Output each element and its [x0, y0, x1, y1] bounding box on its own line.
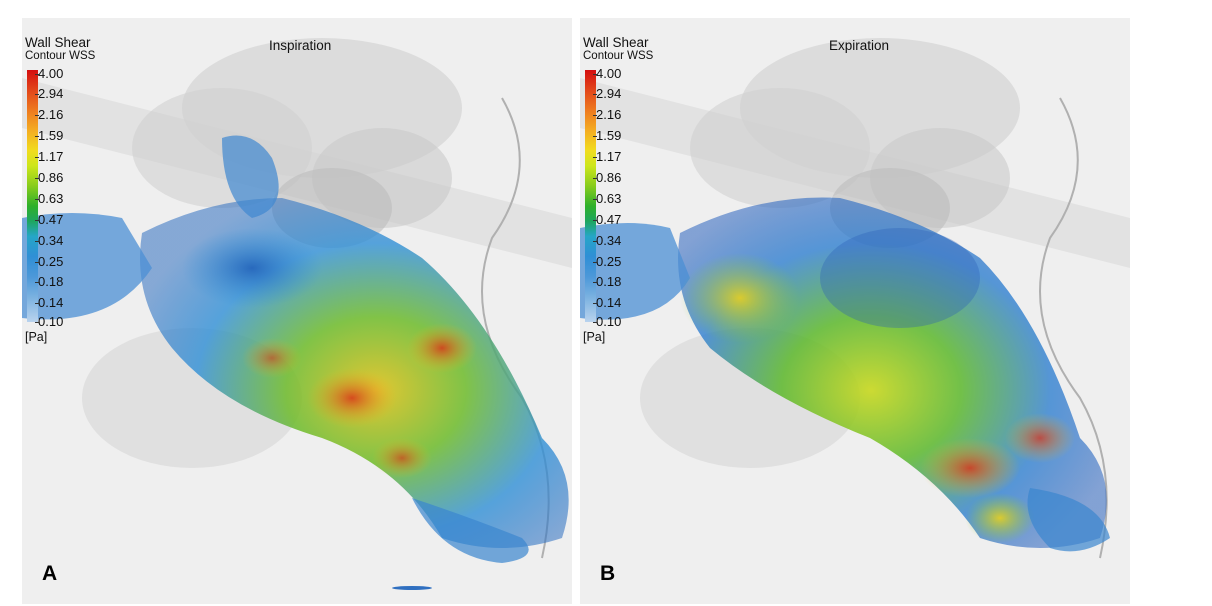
- tick-label: 0.47: [592, 212, 622, 227]
- tick-label: 0.18: [592, 274, 622, 289]
- colorbar: [27, 70, 38, 322]
- nasal-wss-render-expiration: [580, 38, 1130, 559]
- tick-label: 0.34: [592, 233, 622, 248]
- nasal-wss-render-inspiration: [22, 38, 572, 590]
- panel-letter: B: [600, 562, 616, 585]
- tick-label: 0.10: [592, 314, 622, 329]
- tick-label: 1.17: [34, 149, 64, 164]
- tick-label: 2.16: [592, 107, 622, 122]
- tick-label: 0.63: [34, 191, 64, 206]
- tick-label: 1.59: [592, 128, 622, 143]
- legend-unit: [Pa]: [25, 330, 48, 344]
- panel-letter: A: [42, 562, 58, 585]
- tick-label: 2.94: [592, 86, 622, 101]
- legend-title: Wall Shear: [25, 35, 91, 50]
- tick-label: 0.10: [34, 314, 64, 329]
- tick-label: 1.17: [592, 149, 622, 164]
- tick-label: 0.25: [34, 254, 64, 269]
- view-title: Expiration: [829, 38, 890, 53]
- tick-label: 1.59: [34, 128, 64, 143]
- tick-label: 0.47: [34, 212, 64, 227]
- tick-label: 0.14: [592, 295, 622, 310]
- view-title: Inspiration: [269, 38, 332, 53]
- legend-title: Wall Shear: [583, 35, 649, 50]
- panel-b: Wall Shear Contour WSS 4.00 2.94 2.16 1.…: [580, 18, 1130, 604]
- tick-label: 0.25: [592, 254, 622, 269]
- legend-subtitle: Contour WSS: [583, 50, 654, 62]
- tick-label: 4.00: [34, 66, 64, 81]
- colorbar: [585, 70, 596, 322]
- tick-label: 4.00: [592, 66, 622, 81]
- tick-label: 2.94: [34, 86, 64, 101]
- tick-label: 0.86: [34, 170, 64, 185]
- legend-unit: [Pa]: [583, 330, 606, 344]
- tick-label: 0.14: [34, 295, 64, 310]
- legend-subtitle: Contour WSS: [25, 50, 96, 62]
- tick-label: 2.16: [34, 107, 64, 122]
- tick-label: 0.86: [592, 170, 622, 185]
- panel-a: Wall Shear Contour WSS 4.00 2.94 2.16 1.…: [22, 18, 572, 604]
- tick-label: 0.34: [34, 233, 64, 248]
- tick-label: 0.63: [592, 191, 622, 206]
- tick-label: 0.18: [34, 274, 64, 289]
